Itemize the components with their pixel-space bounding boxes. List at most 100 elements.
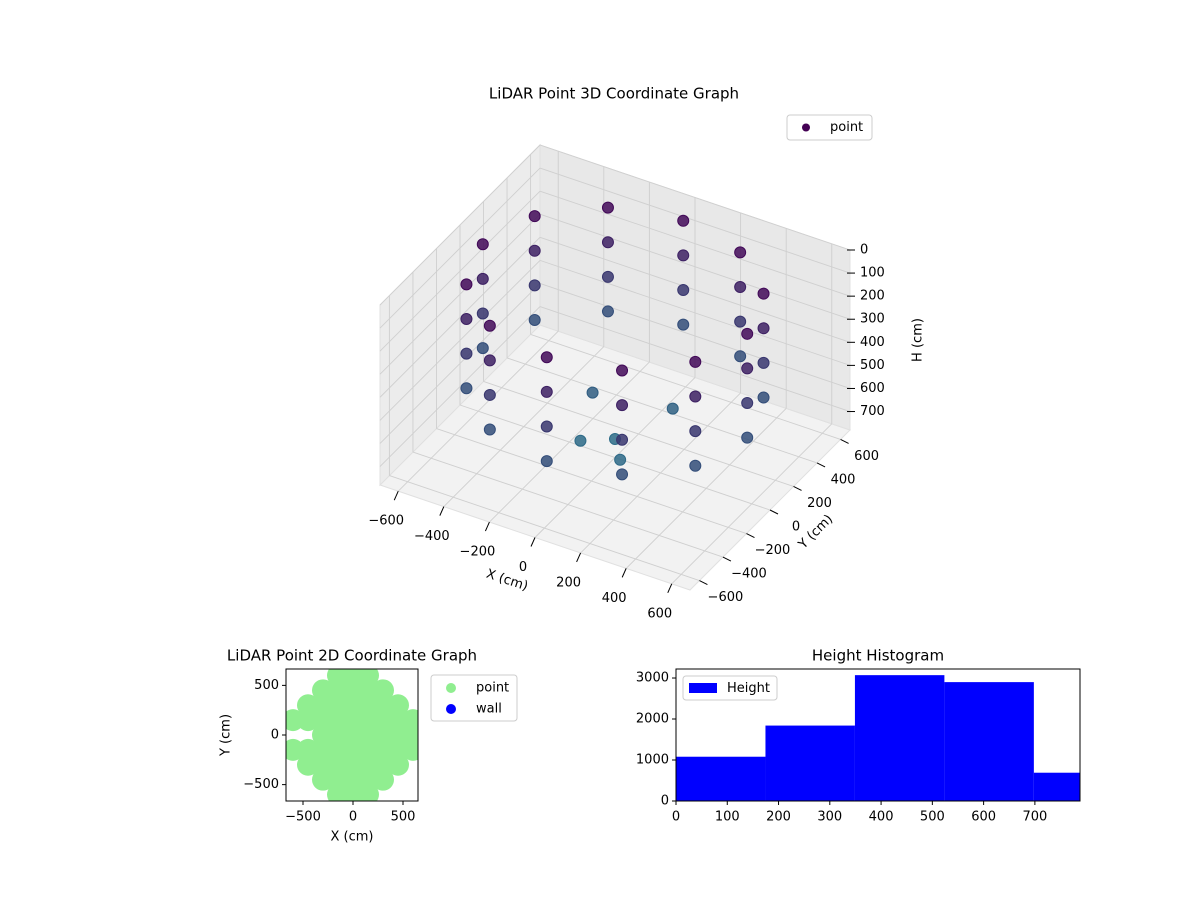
- x-tick: [530, 537, 536, 547]
- x-tick-label: 600: [971, 810, 996, 825]
- x-tick-label: 0: [519, 560, 527, 575]
- axes-frame: [675, 668, 1081, 802]
- point: [357, 669, 379, 687]
- point: [741, 327, 754, 340]
- point: [601, 305, 614, 318]
- z-tick-label: 100: [860, 266, 885, 281]
- point: [741, 431, 754, 444]
- point: [460, 382, 473, 395]
- point: [460, 313, 473, 326]
- point: [402, 709, 418, 732]
- y-tick-label: 500: [254, 678, 279, 693]
- point: [689, 390, 702, 403]
- y-tick-label: 1000: [636, 753, 669, 768]
- y-tick-label: −500: [243, 777, 279, 792]
- x-tick: [576, 552, 582, 563]
- x-tick-label: 700: [1022, 810, 1047, 825]
- point: [734, 350, 747, 363]
- grid-line: [539, 167, 851, 274]
- grid-line: [379, 213, 541, 375]
- legend-box: [682, 675, 778, 701]
- chart-title: LiDAR Point 2D Coordinate Graph: [227, 647, 477, 665]
- grid-line: [412, 451, 724, 558]
- y-tick-label: 600: [854, 449, 879, 464]
- grid-line: [539, 144, 851, 251]
- grid-line: [379, 260, 541, 421]
- point: [483, 319, 496, 332]
- y-tick: [840, 438, 849, 444]
- point: [741, 397, 754, 410]
- point: [483, 423, 496, 436]
- y-tick-label: 0: [271, 728, 279, 743]
- z-tick-label: 0: [860, 243, 868, 258]
- point: [528, 314, 541, 327]
- grid-line: [379, 283, 541, 444]
- y-tick-label: −600: [708, 590, 744, 605]
- point: [476, 272, 489, 285]
- point: [666, 402, 679, 415]
- y-tick: [722, 556, 732, 562]
- y-tick-label: 2000: [636, 712, 669, 727]
- chart-title: LiDAR Point 3D Coordinate Graph: [489, 85, 739, 103]
- grid-line: [379, 167, 541, 329]
- x-tick: [393, 490, 399, 501]
- point: [574, 434, 587, 447]
- point: [460, 278, 473, 291]
- x-tick-label: −200: [460, 545, 496, 560]
- x-tick-label: 100: [715, 810, 740, 825]
- x-tick: [667, 583, 673, 594]
- bar: [944, 682, 1034, 801]
- point: [476, 238, 489, 251]
- legend-label: point: [830, 120, 863, 135]
- point: [540, 351, 553, 364]
- point: [387, 694, 409, 717]
- grid-line: [436, 428, 747, 534]
- legend-swatch: [689, 683, 717, 693]
- bar: [1033, 772, 1080, 801]
- legend-label: point: [476, 681, 509, 696]
- bar: [676, 756, 766, 801]
- point: [540, 455, 553, 468]
- point: [601, 270, 614, 283]
- point: [614, 453, 627, 466]
- x-tick-label: 200: [556, 575, 581, 590]
- x-tick-label: 0: [349, 810, 357, 825]
- y-axis-label: Y (cm): [219, 714, 234, 757]
- legend-marker: [446, 683, 456, 693]
- grid-line: [379, 144, 541, 306]
- y-tick: [793, 486, 802, 491]
- grid-line: [530, 333, 841, 440]
- chart-title: Height Histogram: [812, 647, 944, 665]
- y-tick: [746, 533, 755, 538]
- point: [741, 362, 754, 375]
- x-tick-label: −600: [368, 514, 404, 529]
- legend-box: [786, 114, 873, 141]
- grid-line: [539, 190, 851, 297]
- plot-area: [676, 675, 1080, 801]
- point: [677, 284, 690, 297]
- z-tick-label: 700: [860, 404, 885, 419]
- x-tick: [621, 568, 627, 578]
- y-tick-label: 3000: [636, 671, 669, 686]
- y-tick-label: 0: [792, 520, 800, 535]
- z-tick-label: 600: [860, 381, 885, 396]
- y-axis-label: Y (cm): [795, 512, 836, 553]
- x-tick-label: 600: [647, 606, 672, 621]
- bar: [765, 725, 855, 801]
- grid-line: [379, 190, 541, 352]
- point: [757, 322, 770, 335]
- x-tick-label: 400: [602, 591, 627, 606]
- legend-marker: [802, 123, 810, 132]
- bar: [854, 675, 945, 801]
- axes-hist: 0 100 200 300 400 500 600 700 0 1000 2000 3000 Heigh…: [636, 647, 1081, 825]
- point: [757, 356, 770, 369]
- point: [689, 355, 702, 368]
- z-axis-label: H (cm): [911, 318, 926, 362]
- grid-line: [379, 236, 541, 398]
- axes-2d: −500 0 500 −500 0 500 LiDAR Point 2D Coordinat…: [219, 647, 518, 845]
- legend-label: wall: [476, 702, 502, 717]
- grid-line: [539, 283, 851, 389]
- legend-label: Height: [727, 681, 770, 696]
